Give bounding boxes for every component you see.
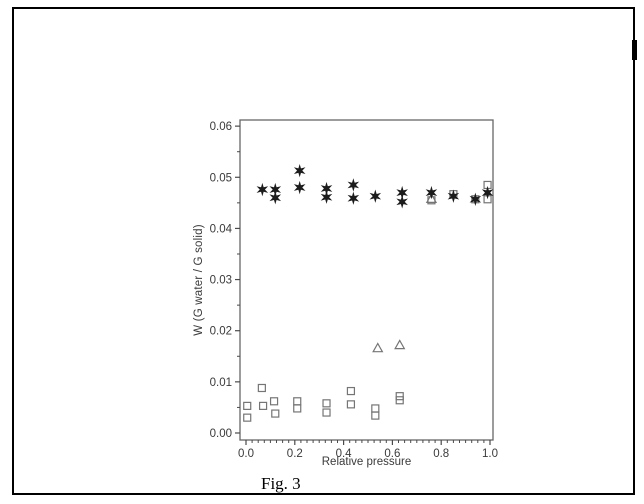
data-point-filled-star	[347, 191, 360, 205]
data-point-filled-star	[425, 185, 438, 200]
data-point-open-square	[293, 397, 302, 406]
data-point-open-square	[243, 413, 252, 422]
data-point-open-square	[395, 396, 404, 405]
right-edge-mark	[632, 40, 637, 60]
data-point-open-square	[371, 411, 380, 420]
x-tick-label: 1.0	[482, 448, 498, 460]
data-point-filled-star	[320, 190, 333, 204]
data-point-open-square	[322, 399, 331, 408]
y-axis-label: W (G water / G solid)	[193, 224, 205, 336]
data-point-filled-star	[293, 163, 306, 178]
data-point-open-square	[257, 383, 266, 393]
x-axis-label: Relative pressure	[321, 456, 412, 468]
data-point-filled-star	[269, 191, 282, 205]
data-point-filled-star	[256, 182, 269, 197]
data-point-open-square	[293, 404, 302, 413]
data-point-filled-star	[481, 185, 494, 200]
y-tick-label: 0.01	[210, 377, 232, 389]
data-point-filled-star	[469, 192, 482, 206]
data-point-filled-star	[293, 180, 306, 195]
plot-area	[239, 119, 494, 441]
y-tick-label: 0.02	[210, 326, 232, 338]
data-point-open-triangle	[394, 339, 406, 350]
x-tick-label: 0.0	[238, 448, 254, 460]
data-point-filled-star	[447, 189, 460, 203]
y-tick-label: 0.05	[210, 172, 232, 184]
data-point-open-square	[346, 386, 356, 396]
data-point-open-square	[322, 408, 331, 417]
data-point-open-square	[243, 401, 252, 410]
data-point-open-square	[258, 401, 268, 410]
y-tick-label: 0.04	[210, 223, 233, 235]
x-tick-label: 0.8	[433, 448, 449, 460]
data-point-open-square	[271, 409, 280, 418]
data-point-open-triangle	[372, 342, 384, 353]
data-point-open-triangle	[425, 192, 438, 203]
data-point-filled-star	[347, 178, 360, 192]
data-point-filled-star	[396, 195, 408, 209]
x-tick-label: 0.6	[384, 448, 400, 460]
y-tick-label: 0.03	[210, 275, 232, 287]
y-tick-label: 0.06	[210, 121, 232, 133]
y-tick-label: 0.00	[210, 428, 232, 440]
x-tick-label: 0.4	[336, 448, 353, 460]
data-point-open-square	[346, 400, 356, 409]
data-point-filled-star	[369, 189, 382, 203]
x-tick-label: 0.2	[287, 448, 303, 460]
figure-caption: Fig. 3	[261, 474, 301, 493]
data-point-open-square	[269, 397, 279, 406]
data-point-open-square	[371, 404, 380, 413]
